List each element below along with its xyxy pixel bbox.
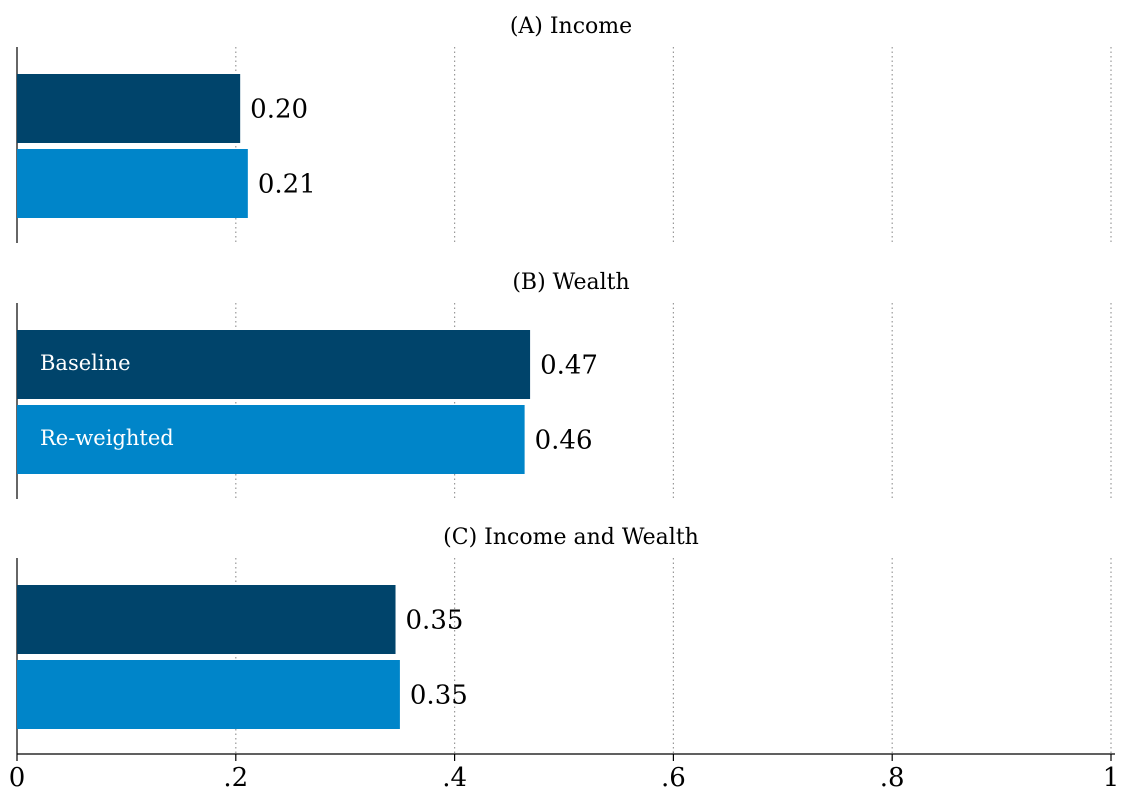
value-label: 0.47 [540,351,598,381]
bar [17,149,248,218]
x-tick-label: 1 [1103,763,1120,793]
x-tick-label: .4 [442,763,467,793]
panel-title: (A) Income [510,14,632,39]
bar [17,330,531,399]
bar [17,660,400,729]
value-label: 0.20 [250,95,308,125]
bar [17,405,525,474]
value-label: 0.35 [410,681,468,711]
series-label: Re-weighted [40,426,174,450]
value-label: 0.35 [406,606,464,636]
panel-title: (C) Income and Wealth [443,525,699,550]
x-tick-label: .8 [880,763,905,793]
x-tick-label: .6 [661,763,686,793]
bar [17,585,396,654]
series-label: Baseline [40,351,131,375]
value-label: 0.21 [258,170,316,200]
panel-title: (B) Wealth [512,270,629,295]
x-tick-label: 0 [9,763,26,793]
x-tick-label: .2 [223,763,248,793]
bar [17,74,241,143]
value-label: 0.46 [535,426,593,456]
